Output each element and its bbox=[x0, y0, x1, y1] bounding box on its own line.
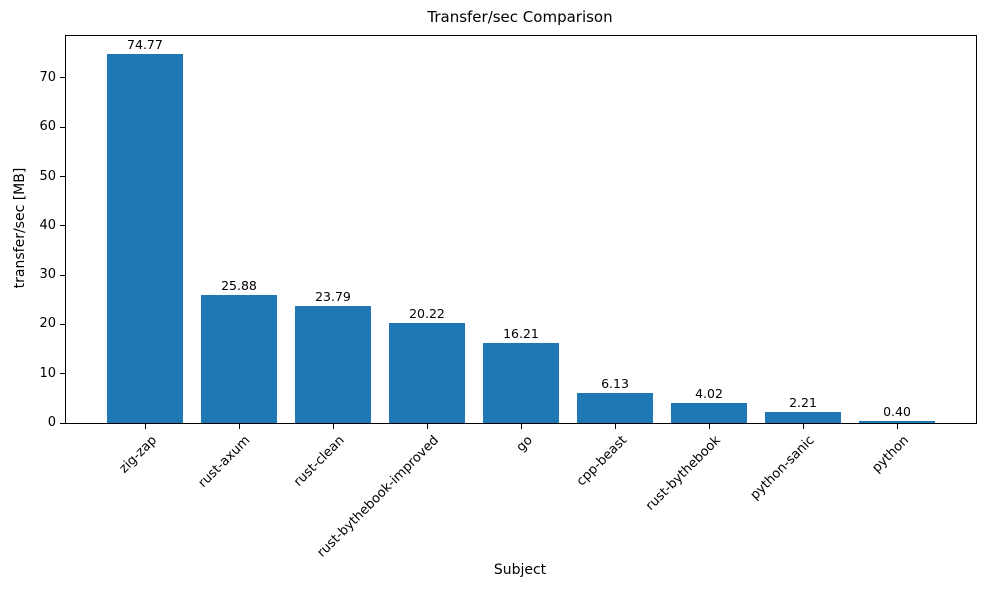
bar-value-label: 6.13 bbox=[601, 375, 629, 391]
y-tick-mark bbox=[60, 422, 66, 424]
x-tick-mark bbox=[803, 424, 805, 429]
bar bbox=[295, 305, 371, 423]
y-tick-label: 40 bbox=[39, 217, 56, 233]
y-tick-mark bbox=[60, 373, 66, 375]
bar-value-label: 2.21 bbox=[789, 395, 817, 411]
x-tick-mark bbox=[615, 424, 616, 429]
bar bbox=[671, 403, 747, 423]
y-tick-mark bbox=[60, 225, 66, 227]
bar bbox=[577, 392, 653, 423]
bar-value-label: 20.22 bbox=[409, 306, 445, 322]
plot-area: 0 10 20 30 40 50 60 70 74.77 zig-zap 25.88 rust-axu… bbox=[39, 35, 977, 560]
x-tick-label: cpp-beast bbox=[573, 433, 630, 490]
x-tick-mark bbox=[897, 424, 899, 429]
bar bbox=[859, 421, 935, 423]
x-tick-label: python bbox=[868, 433, 912, 476]
y-tick-label: 20 bbox=[39, 316, 56, 332]
bar bbox=[389, 323, 465, 423]
y-tick-mark bbox=[60, 274, 66, 276]
x-tick-mark bbox=[426, 424, 428, 429]
x-axis-label: Subject bbox=[493, 562, 547, 578]
bar-value-label: 16.21 bbox=[503, 326, 539, 342]
y-tick-mark bbox=[60, 126, 66, 128]
y-tick-mark bbox=[60, 323, 66, 325]
x-tick-label: python-sanic bbox=[747, 433, 818, 503]
x-tick-mark bbox=[238, 424, 240, 429]
x-tick-label: zig-zap bbox=[116, 433, 160, 477]
bar-value-label: 25.88 bbox=[221, 278, 257, 294]
x-tick-label: go bbox=[513, 433, 536, 456]
x-tick-label: rust-axum bbox=[195, 433, 254, 491]
bar bbox=[483, 343, 559, 423]
y-tick-mark bbox=[60, 77, 66, 79]
x-tick-label: rust-clean bbox=[290, 433, 348, 490]
bar-value-label: 74.77 bbox=[127, 37, 163, 53]
y-tick-label: 60 bbox=[39, 119, 56, 135]
x-tick-label: rust-bythebook bbox=[642, 433, 724, 514]
chart-title: Transfer/sec Comparison bbox=[427, 8, 613, 26]
x-tick-mark bbox=[521, 424, 522, 429]
y-tick-label: 10 bbox=[39, 365, 56, 381]
x-tick-mark bbox=[709, 424, 711, 429]
bar-value-label: 0.40 bbox=[883, 404, 911, 420]
bar bbox=[201, 295, 277, 423]
y-tick-label: 0 bbox=[47, 415, 56, 430]
y-tick-label: 30 bbox=[39, 267, 56, 283]
y-tick-label: 50 bbox=[39, 168, 56, 184]
bar-value-label: 4.02 bbox=[695, 386, 723, 402]
y-tick-label: 70 bbox=[39, 69, 56, 85]
x-tick-mark bbox=[332, 424, 334, 429]
bar bbox=[765, 412, 841, 423]
y-tick-mark bbox=[60, 176, 66, 177]
bar bbox=[107, 54, 183, 423]
bar-value-label: 23.79 bbox=[315, 288, 351, 304]
x-tick-mark bbox=[144, 424, 146, 429]
